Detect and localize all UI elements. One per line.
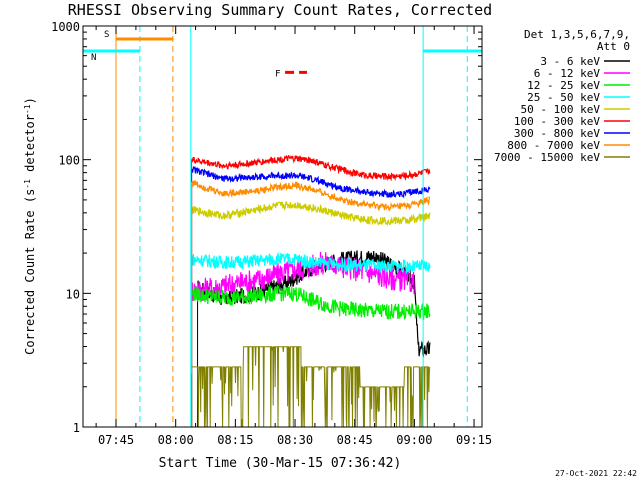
y-tick-label-3: 100 bbox=[58, 154, 80, 168]
series-line-6 bbox=[191, 154, 431, 182]
segment-label-2: N bbox=[91, 53, 96, 63]
legend-header-2: Att 0 bbox=[597, 40, 630, 53]
legend-label-1: 3 - 6 keV bbox=[540, 55, 600, 68]
x-tick-label-4: 08:30 bbox=[277, 433, 313, 447]
series-line-8 bbox=[191, 180, 431, 212]
legend-header-1: Det 1,3,5,6,7,9, bbox=[524, 28, 630, 41]
x-tick-label-6: 09:00 bbox=[396, 433, 432, 447]
axis-layer: 07:45 08:00 08:15 08:30 08:45 09:00 09:15 1 10 10… bbox=[51, 20, 492, 447]
y-axis-label: Corrected Count Rate (s-1 detector-1) bbox=[23, 97, 37, 355]
series-line-9 bbox=[191, 346, 431, 427]
legend-label-7: 300 - 800 keV bbox=[514, 127, 600, 140]
y-tick-label-4: 1000 bbox=[51, 20, 80, 34]
segment-label-4: F bbox=[275, 69, 280, 79]
x-tick-label-1: 07:45 bbox=[98, 433, 134, 447]
overlay-layer: S N F bbox=[83, 26, 482, 427]
y-tick-label-1: 1 bbox=[73, 421, 80, 435]
series-line-2 bbox=[191, 251, 415, 302]
chart-title: RHESSI Observing Summary Count Rates, Co… bbox=[68, 1, 492, 19]
series-line-4 bbox=[191, 251, 431, 275]
legend-label-2: 6 - 12 keV bbox=[534, 67, 601, 80]
timestamp: 27-Oct-2021 22:42 bbox=[555, 469, 637, 478]
legend-label-3: 12 - 25 keV bbox=[527, 79, 600, 92]
legend-label-6: 100 - 300 keV bbox=[514, 115, 600, 128]
x-tick-label-2: 08:00 bbox=[158, 433, 194, 447]
x-axis-label: Start Time (30-Mar-15 07:36:42) bbox=[159, 456, 402, 471]
x-tick-label-5: 08:45 bbox=[337, 433, 373, 447]
legend-label-5: 50 - 100 keV bbox=[521, 103, 601, 116]
series-line-7 bbox=[191, 166, 431, 199]
legend-label-4: 25 - 50 keV bbox=[527, 91, 600, 104]
legend-label-8: 800 - 7000 keV bbox=[507, 139, 600, 152]
series-line-3 bbox=[191, 284, 431, 321]
segment-label-1: S bbox=[104, 30, 109, 40]
x-tick-label-3: 08:15 bbox=[217, 433, 253, 447]
x-tick-label-7: 09:15 bbox=[456, 433, 492, 447]
y-tick-label-2: 10 bbox=[66, 287, 80, 301]
series-line-5 bbox=[191, 200, 431, 227]
plot-frame bbox=[82, 25, 483, 428]
series-layer bbox=[191, 154, 431, 427]
legend-label-9: 7000 - 15000 keV bbox=[494, 151, 600, 164]
